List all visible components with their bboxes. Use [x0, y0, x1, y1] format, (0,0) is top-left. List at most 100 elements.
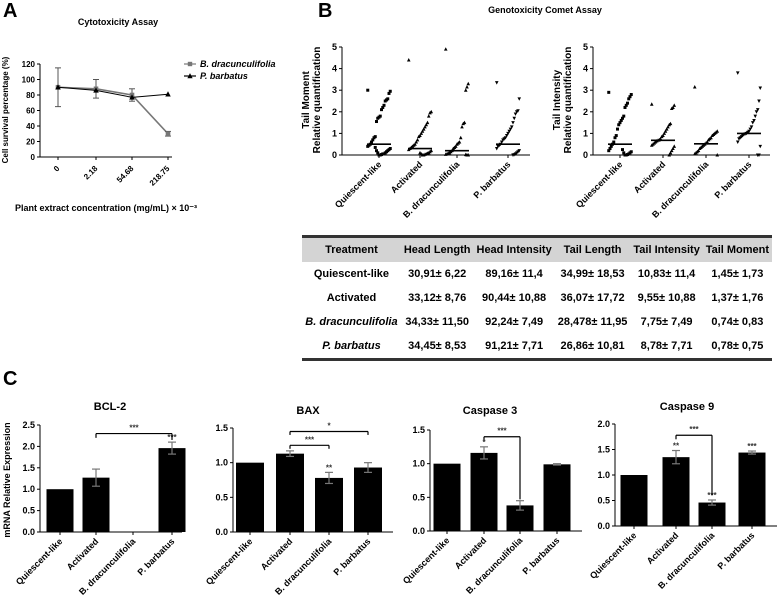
scatter-point — [629, 93, 633, 97]
bar — [470, 452, 498, 531]
scatter-point — [416, 134, 421, 139]
scatter-point — [715, 153, 720, 157]
bar — [543, 464, 571, 531]
bar — [236, 462, 264, 532]
scatter-point — [423, 124, 427, 129]
table-row: Activated 33,12± 8,76 90,44± 10,88 36,07± 1… — [302, 286, 772, 310]
scatter-point — [466, 81, 471, 86]
scatter-point — [507, 129, 512, 134]
scatter-point — [382, 103, 386, 107]
y-tick-label: 0.5 — [22, 506, 35, 516]
x-tick-label: Activated — [453, 535, 489, 571]
x-tick-label: Activated — [632, 159, 668, 195]
significance-stars: ** — [326, 463, 333, 472]
x-axis-label: Plant extract concentration (mg/mL) × 10… — [15, 203, 197, 213]
bar — [698, 502, 726, 526]
scatter-point — [406, 147, 411, 152]
bracket-label: *** — [497, 427, 507, 436]
y-tick-label: 1 — [332, 128, 337, 138]
scatter-point — [758, 144, 763, 149]
x-tick-label: 2.18 — [82, 164, 100, 182]
scatter-point — [616, 127, 619, 131]
y-tick-label: 2 — [332, 107, 337, 117]
column-header: Head Intensity — [473, 236, 555, 262]
scatter-point — [621, 148, 624, 152]
scatter-point — [749, 125, 754, 129]
scatter-point — [755, 153, 760, 157]
scatter-point — [426, 114, 431, 118]
scatter-point — [607, 149, 611, 153]
y-tick-label: 0.5 — [597, 496, 610, 506]
scatter-point — [735, 140, 740, 144]
table-row: Quiescent-like 30,91± 6,22 89,16± 11,4 34,9… — [302, 262, 772, 286]
table-cell: 91,21± 7,71 — [485, 340, 544, 352]
scatter-point — [659, 134, 664, 139]
y-axis-label: Cell survival percentage (%) — [1, 56, 10, 163]
scatter-point — [752, 118, 756, 123]
scatter-point — [377, 153, 381, 157]
bar — [158, 448, 186, 532]
scatter-point — [750, 121, 755, 125]
bracket-label: *** — [129, 424, 139, 433]
y-tick-label: 1 — [583, 128, 588, 138]
y-tick-label: 2 — [583, 107, 588, 117]
table-cell: 89,16± 11,4 — [485, 268, 543, 280]
scatter-point — [666, 124, 670, 129]
scatter-point — [608, 147, 612, 151]
column-header: Tail Intensity — [630, 236, 703, 262]
bar — [276, 453, 304, 532]
scatter-point — [425, 120, 430, 125]
scatter-point — [494, 147, 499, 151]
scatter-point — [664, 127, 669, 131]
legend-marker — [187, 61, 193, 67]
data-point — [129, 94, 135, 100]
y-tick-label: 20 — [26, 138, 35, 147]
scatter-point — [418, 150, 422, 155]
y-tick-label: 4 — [332, 64, 337, 74]
x-tick-label: P. barbatus — [713, 159, 754, 200]
scatter-point — [669, 106, 674, 111]
y-tick-label: 1.0 — [22, 484, 35, 494]
y-tick-label: 60 — [26, 107, 35, 116]
scatter-point — [671, 146, 675, 151]
x-tick-label: P. barbatus — [521, 535, 562, 576]
y-tick-label: 1.5 — [412, 425, 425, 435]
scatter-point — [380, 108, 383, 112]
scatter-point — [626, 101, 629, 105]
y-tick-label: 0 — [332, 150, 337, 160]
scatter-point — [514, 110, 519, 114]
scatter-point — [755, 108, 760, 112]
bar — [354, 467, 382, 532]
scatter-point — [388, 89, 392, 93]
chart-title: Genotoxicity Comet Assay — [488, 5, 602, 15]
x-tick-label: P. barbatus — [472, 159, 513, 200]
y-tick-label: 0.0 — [597, 521, 610, 531]
scatter-point — [512, 116, 517, 121]
scatter-point — [509, 125, 514, 129]
scatter-point — [706, 137, 711, 142]
row-label: B. dracunculifolia — [305, 316, 398, 328]
series-line-1 — [57, 86, 169, 98]
y-tick-label: 5 — [583, 42, 588, 52]
table-cell: 1,45± 1,73 — [711, 268, 764, 280]
y-tick-label: 2.0 — [597, 419, 610, 429]
x-tick-label: P. barbatus — [332, 536, 373, 577]
x-tick-label: Activated — [65, 536, 101, 572]
scatter-point — [609, 144, 613, 148]
scatter-point — [415, 137, 420, 142]
scatter-point — [672, 144, 677, 148]
scatter-point — [757, 99, 761, 103]
scatter-point — [710, 133, 715, 138]
scatter-point — [623, 153, 627, 157]
scatter-point — [627, 97, 631, 101]
scatter-point — [617, 123, 621, 127]
bar — [662, 457, 690, 526]
x-tick-label: Activated — [389, 159, 425, 195]
scatter-point — [517, 97, 522, 101]
scatter-point — [672, 103, 677, 107]
table-row: P. barbatus 34,45± 8,53 91,21± 7,71 26,86± … — [302, 334, 772, 360]
y-tick-label: 1.5 — [22, 463, 35, 473]
scatter-point — [375, 149, 378, 153]
column-header: Head Length — [400, 236, 474, 262]
row-label: Quiescent-like — [313, 268, 390, 280]
